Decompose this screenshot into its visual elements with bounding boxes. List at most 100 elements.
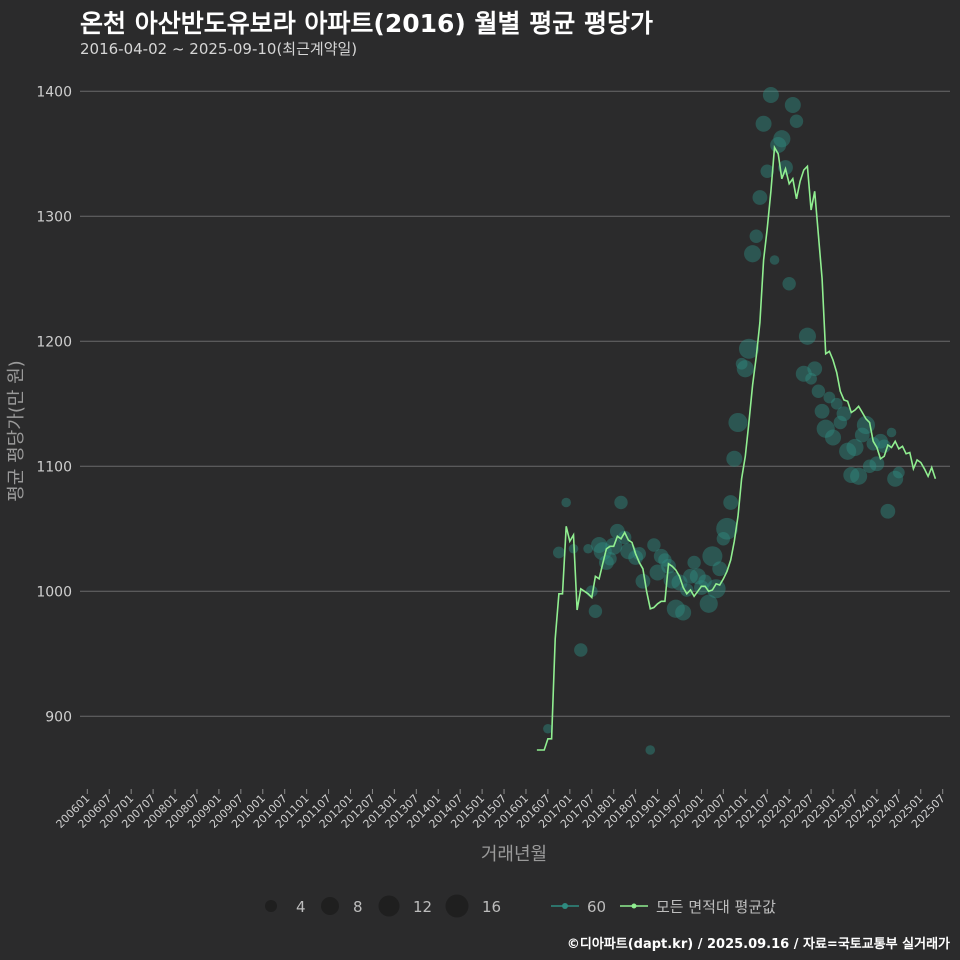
bubble-point xyxy=(839,442,857,460)
bubble-point xyxy=(543,723,553,734)
bubble-point xyxy=(755,115,772,132)
bubble-point xyxy=(649,564,666,581)
bubble-point xyxy=(702,546,723,567)
bubble-point xyxy=(825,429,842,446)
bubble-point xyxy=(653,548,669,564)
bubble-point xyxy=(814,403,830,419)
bubble-point xyxy=(877,439,891,453)
bubble-point xyxy=(816,419,835,438)
bubble-point xyxy=(836,406,852,422)
bubble-point xyxy=(782,277,796,291)
bubble-point xyxy=(645,745,656,755)
bubble-point xyxy=(712,561,728,577)
legend-size-4-marker xyxy=(265,900,277,912)
bubble-point xyxy=(603,552,617,566)
legend-size-8-label: 8 xyxy=(353,898,363,916)
legend-series-60-marker xyxy=(562,903,568,909)
bubble-point xyxy=(675,604,692,621)
bubble-point xyxy=(762,86,779,104)
bubble-point xyxy=(552,546,565,559)
bubble-point xyxy=(769,255,780,265)
bubble-point xyxy=(807,361,823,377)
bubble-point xyxy=(706,579,726,599)
bubble-point xyxy=(723,495,739,510)
bubble-point xyxy=(593,542,612,561)
bubble-point xyxy=(854,427,870,443)
bubble-point xyxy=(726,450,743,467)
bubble-point xyxy=(614,495,628,510)
x-axis-label: 거래년월 xyxy=(481,844,547,865)
bubble-point xyxy=(617,530,632,545)
bubble-point xyxy=(850,467,868,485)
bubble-point xyxy=(632,547,646,561)
gridlines xyxy=(80,90,950,717)
legend: 4 8 12 16 60 모든 면적대 평균값 xyxy=(265,894,776,918)
y-tick-label-1100: 1100 xyxy=(36,459,72,475)
bubble-point xyxy=(823,391,836,404)
series-60-bubbles xyxy=(543,86,905,755)
bubble-point xyxy=(789,114,804,128)
bubble-point xyxy=(620,543,637,560)
bubble-point xyxy=(699,594,718,613)
y-tick-label-1000: 1000 xyxy=(36,584,72,600)
bubble-point xyxy=(687,555,701,570)
bubble-point xyxy=(561,497,571,508)
bubble-point xyxy=(846,438,864,457)
bubble-point xyxy=(833,415,848,430)
legend-series-average-label: 모든 면적대 평균값 xyxy=(656,898,776,916)
bubble-point xyxy=(805,372,817,385)
bubble-point xyxy=(591,536,608,554)
bubble-point xyxy=(735,357,748,370)
bubble-point xyxy=(843,466,860,484)
x-axis-ticks: 2006012006072007012007072008012008072009… xyxy=(54,789,948,831)
bubble-point xyxy=(752,190,768,205)
series-average-line xyxy=(536,144,937,751)
bubble-point xyxy=(738,338,759,359)
bubble-point xyxy=(798,327,817,345)
y-tick-label-1200: 1200 xyxy=(36,334,72,350)
legend-size-12-marker xyxy=(378,895,400,917)
chart-subtitle: 2016-04-02 ~ 2025-09-10(최근계약일) xyxy=(80,40,358,58)
bubble-point xyxy=(886,427,897,438)
bubble-point xyxy=(795,365,812,382)
bubble-point xyxy=(574,643,588,657)
bubble-point xyxy=(728,412,748,433)
bubble-point xyxy=(873,433,888,449)
bubble-point xyxy=(869,456,885,472)
bubble-point xyxy=(784,96,801,114)
y-axis-ticks: 900 1000 1100 1200 1300 1400 xyxy=(36,84,72,725)
bubble-point xyxy=(736,360,754,378)
bubble-point xyxy=(830,397,843,410)
bubble-point xyxy=(892,466,905,479)
y-tick-label-900: 900 xyxy=(45,709,72,725)
legend-size-4-label: 4 xyxy=(296,898,306,916)
bubble-point xyxy=(689,568,706,585)
footer-credit: ©디아파트(dapt.kr) / 2025.09.16 / 자료=국토교통부 실… xyxy=(566,937,950,952)
bubble-point xyxy=(716,517,738,540)
legend-size-16-label: 16 xyxy=(482,898,501,916)
bubble-point xyxy=(811,384,826,398)
legend-size-8-marker xyxy=(321,897,339,915)
y-axis-label: 평균 평당가(만 원) xyxy=(6,360,27,501)
legend-series-average-marker xyxy=(631,903,637,909)
bubble-point xyxy=(683,568,698,584)
legend-size-12-label: 12 xyxy=(413,898,432,916)
bubble-point xyxy=(749,229,763,243)
bubble-point xyxy=(716,532,731,546)
bubble-point xyxy=(760,164,774,178)
bubble-point xyxy=(880,503,896,519)
bubble-point xyxy=(744,245,762,263)
bubble-point xyxy=(583,543,593,554)
bubble-point xyxy=(647,538,661,552)
bubble-point xyxy=(698,574,712,588)
legend-size-16-marker xyxy=(445,894,469,918)
legend-series-60-label: 60 xyxy=(587,898,606,916)
y-tick-label-1300: 1300 xyxy=(36,209,72,225)
bubble-point xyxy=(862,459,877,473)
bubble-point xyxy=(635,573,651,589)
bubble-point xyxy=(773,130,791,148)
chart-title: 온천 아산반도유보라 아파트(2016) 월별 평균 평당가 xyxy=(80,9,653,38)
bubble-point xyxy=(666,599,685,618)
bubble-point xyxy=(588,604,603,618)
